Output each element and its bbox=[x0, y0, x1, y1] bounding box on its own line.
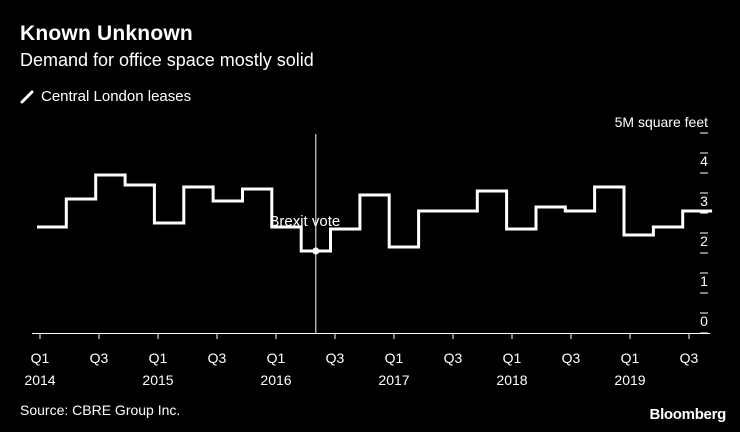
brexit-vote-label: Brexit vote bbox=[269, 213, 340, 230]
x-tick-label: Q1 bbox=[267, 350, 286, 366]
y-tick-label: 1 bbox=[700, 273, 708, 289]
x-tick-label: Q3 bbox=[90, 350, 109, 366]
x-tick-year-label: 2016 bbox=[260, 372, 291, 388]
y-axis-unit-label: 5M square feet bbox=[615, 114, 708, 130]
x-tick-label: Q1 bbox=[503, 350, 522, 366]
chart-title: Known Unknown bbox=[20, 22, 193, 45]
legend-line-icon bbox=[20, 90, 34, 103]
source-note: Source: CBRE Group Inc. bbox=[20, 402, 181, 418]
x-tick-label: Q3 bbox=[208, 350, 227, 366]
x-tick-label: Q3 bbox=[444, 350, 463, 366]
x-tick-label: Q3 bbox=[680, 350, 699, 366]
y-tick-label: 4 bbox=[700, 153, 708, 169]
x-tick-label: Q1 bbox=[31, 350, 50, 366]
x-tick-label: Q1 bbox=[149, 350, 168, 366]
x-tick-label: Q3 bbox=[326, 350, 345, 366]
y-tick-label: 2 bbox=[700, 233, 708, 249]
y-tick-label: 3 bbox=[700, 193, 708, 209]
x-tick-year-label: 2018 bbox=[496, 372, 527, 388]
series-step-line bbox=[37, 173, 713, 253]
x-tick-year-label: 2019 bbox=[614, 372, 645, 388]
x-tick-year-label: 2014 bbox=[24, 372, 55, 388]
x-tick-label: Q3 bbox=[562, 350, 581, 366]
chart-subtitle: Demand for office space mostly solid bbox=[20, 50, 314, 70]
chart-legend: Central London leases bbox=[20, 88, 191, 105]
brexit-vote-marker bbox=[312, 247, 320, 255]
y-tick-label: 0 bbox=[700, 313, 708, 329]
x-tick-year-label: 2017 bbox=[378, 372, 409, 388]
legend-series-label: Central London leases bbox=[41, 88, 192, 105]
x-tick-label: Q1 bbox=[621, 350, 640, 366]
x-tick-label: Q1 bbox=[385, 350, 404, 366]
x-tick-year-label: 2015 bbox=[142, 372, 173, 388]
bloomberg-logo: Bloomberg bbox=[649, 406, 727, 423]
